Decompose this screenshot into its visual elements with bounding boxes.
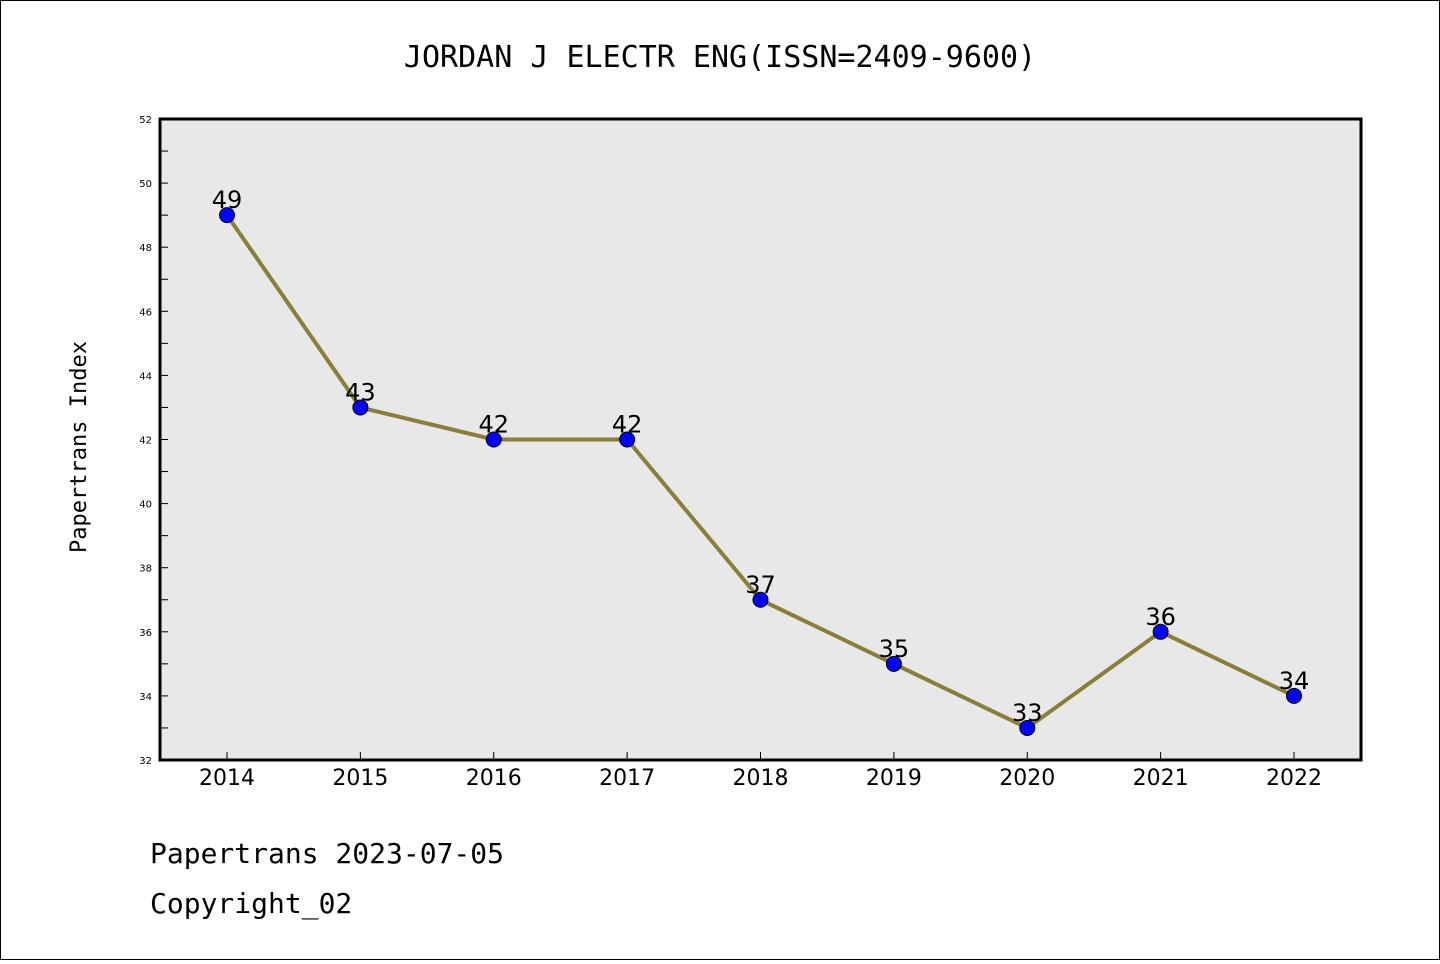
x-tick-label: 2019 [866,766,922,791]
y-tick-label: 36 [139,628,152,639]
data-label: 37 [745,571,776,599]
x-tick-label: 2016 [466,766,522,791]
data-label: 43 [345,378,376,406]
data-label: 36 [1145,603,1176,631]
data-label: 42 [612,411,643,439]
data-point [219,207,235,224]
data-label: 34 [1279,667,1310,695]
footer-copyright: Copyright_02 [150,887,352,921]
y-tick-label: 34 [139,692,152,703]
x-tick-label: 2015 [332,766,388,791]
y-tick-label: 44 [139,371,152,382]
y-tick-label: 40 [139,500,152,511]
chart-title: JORDAN J ELECTR ENG(ISSN=2409-9600) [404,40,1036,75]
x-tick-label: 2018 [733,766,789,791]
x-tick-label: 2017 [599,766,655,791]
data-point [1019,719,1036,736]
footer-date: Papertrans 2023-07-05 [150,837,504,870]
data-point [1286,687,1302,704]
plot-area [160,119,1361,760]
data-labels: 49 43 42 42 37 35 33 36 34 [212,186,1310,727]
data-label: 49 [212,186,243,214]
data-point [885,655,902,672]
x-tick-label: 2022 [1266,766,1322,791]
data-point [752,591,769,608]
y-tick-label: 32 [139,756,152,767]
data-point [619,431,636,448]
y-tick-label: 52 [139,115,152,126]
data-label: 42 [478,411,509,439]
x-tick-label: 2020 [999,766,1055,791]
y-tick-label: 38 [139,564,152,575]
y-tick-label: 42 [139,436,152,447]
data-point [352,399,369,416]
y-tick-label: 50 [139,179,152,190]
y-tick-label: 46 [139,307,152,318]
data-point [485,431,502,448]
data-label: 33 [1012,699,1043,727]
x-tick-label: 2021 [1133,766,1189,791]
data-label: 35 [879,635,910,663]
y-axis-label: Papertrans Index [67,341,92,553]
plot-frame [158,117,1363,762]
data-points [219,207,1302,736]
x-axis: 2014 2015 2016 2017 2018 2019 2020 2021 2022 [199,752,1322,791]
x-tick-label: 2014 [199,766,255,791]
y-axis: 32 34 36 38 40 42 44 46 48 50 52 [139,115,168,767]
y-tick-label: 48 [139,243,152,254]
data-point [1152,623,1169,640]
